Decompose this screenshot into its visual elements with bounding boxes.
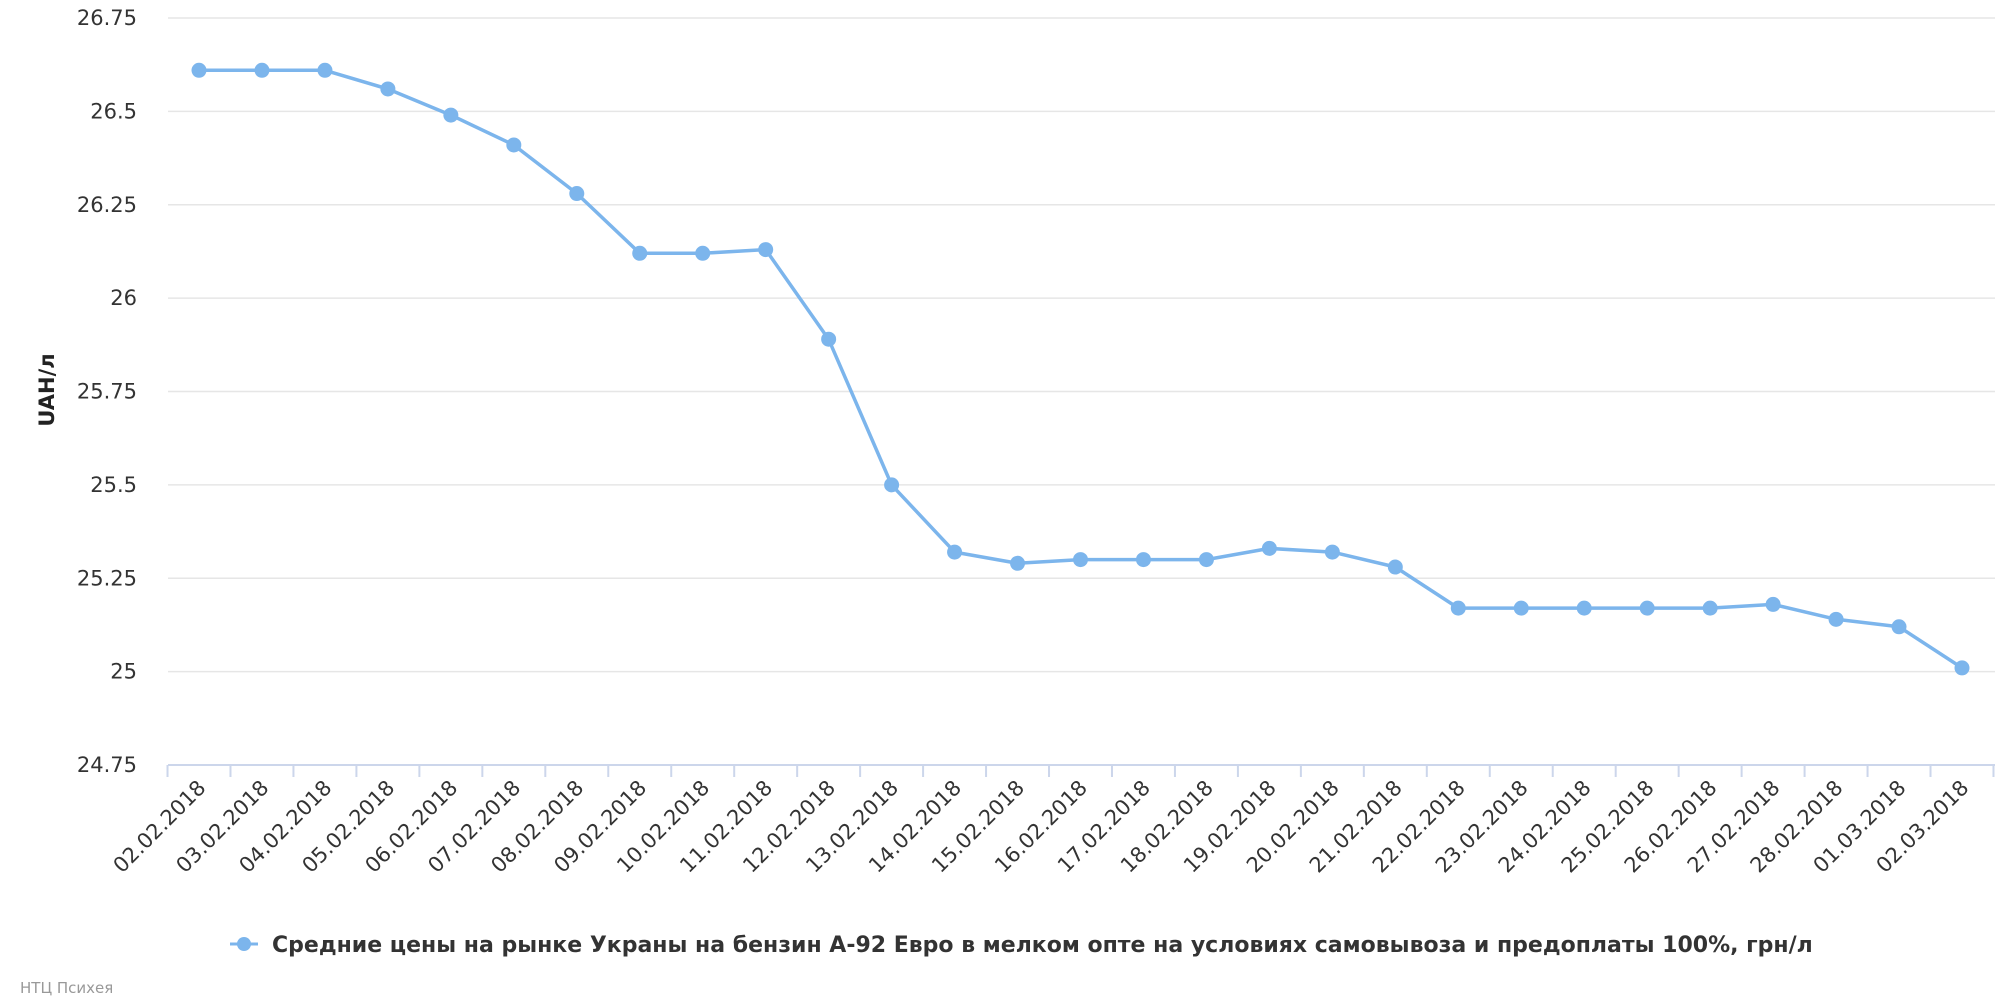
data-point[interactable]	[317, 62, 333, 78]
y-tick-label: 25.5	[90, 473, 137, 497]
data-point[interactable]	[1639, 600, 1655, 616]
data-point[interactable]	[1765, 596, 1781, 612]
data-point[interactable]	[569, 186, 585, 202]
y-tick-label: 25	[110, 660, 137, 684]
data-point[interactable]	[1891, 619, 1907, 635]
data-point[interactable]	[443, 107, 459, 123]
y-tick-label: 26.25	[77, 193, 137, 217]
credit-text: НТЦ Психея	[20, 979, 113, 997]
y-axis-label: UAH/л	[35, 353, 59, 426]
data-point[interactable]	[1261, 540, 1277, 556]
data-point[interactable]	[380, 81, 396, 97]
y-tick-label: 25.75	[77, 380, 137, 404]
data-point[interactable]	[1828, 611, 1844, 627]
data-point[interactable]	[1073, 552, 1088, 568]
data-point[interactable]	[632, 245, 648, 261]
y-tick-label: 26.5	[90, 99, 137, 123]
data-point[interactable]	[1198, 552, 1214, 568]
legend-marker	[237, 937, 251, 951]
legend[interactable]: Средние цены на рынке Украны на бензин А…	[230, 933, 1813, 958]
data-point[interactable]	[1576, 600, 1592, 616]
data-point[interactable]	[1954, 660, 1970, 676]
data-point[interactable]	[1450, 600, 1466, 616]
data-point[interactable]	[947, 544, 963, 560]
x-axis: 02.02.201803.02.201804.02.201805.02.2018…	[109, 764, 1995, 878]
data-point[interactable]	[758, 242, 774, 258]
data-point[interactable]	[695, 245, 711, 261]
data-point[interactable]	[884, 477, 900, 493]
grid-lines	[168, 17, 1995, 673]
data-point[interactable]	[1702, 600, 1718, 616]
y-tick-label: 26	[110, 286, 137, 310]
data-point[interactable]	[1324, 544, 1340, 560]
data-point[interactable]	[254, 62, 270, 78]
data-point[interactable]	[191, 62, 207, 78]
data-point[interactable]	[821, 331, 837, 347]
series-layer	[191, 62, 1970, 676]
data-point[interactable]	[1135, 552, 1151, 568]
y-tick-label: 25.25	[77, 566, 137, 590]
y-axis-ticks: 24.75 25 25.25 25.5 25.75 26 26.25 26.5 26.75	[77, 6, 137, 777]
data-point[interactable]	[1010, 555, 1026, 571]
data-point[interactable]	[1513, 600, 1529, 616]
y-tick-label: 24.75	[77, 753, 137, 777]
legend-series-name[interactable]: Средние цены на рынке Украны на бензин А…	[272, 933, 1813, 958]
data-point[interactable]	[506, 137, 522, 153]
data-point[interactable]	[1387, 559, 1403, 575]
y-tick-label: 26.75	[77, 6, 137, 30]
